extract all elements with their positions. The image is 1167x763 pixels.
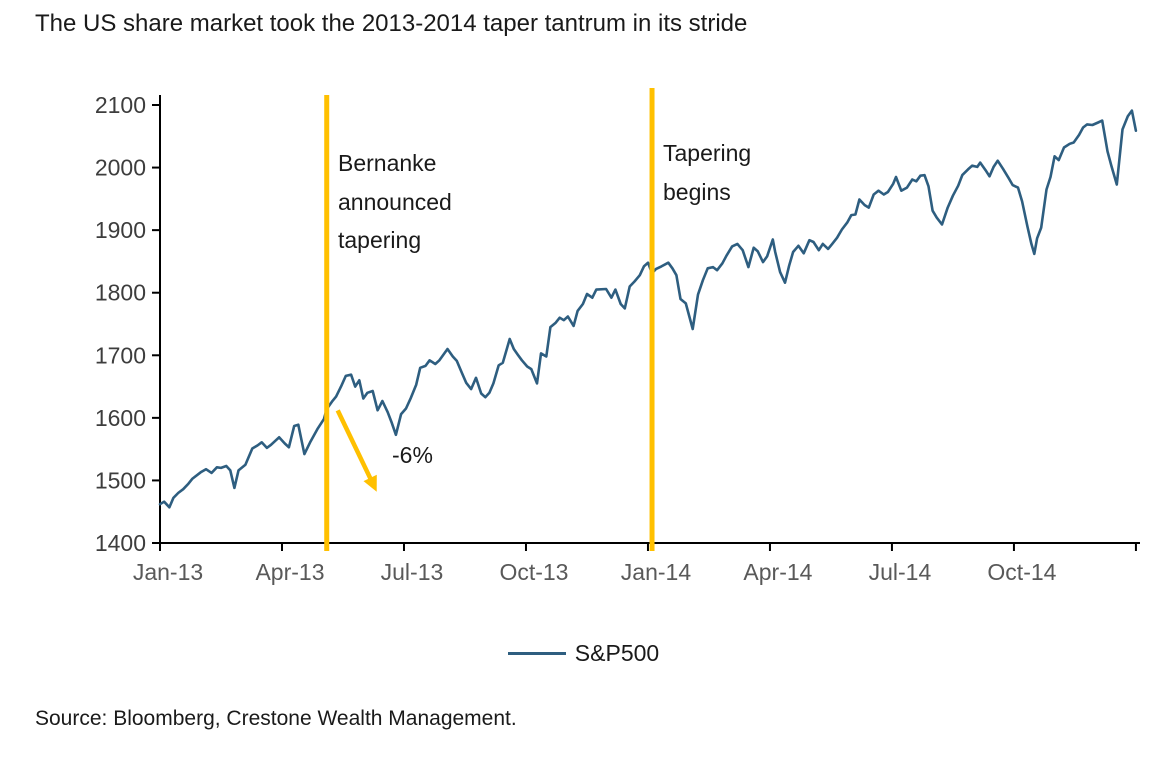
legend-label: S&P500 [574,640,660,666]
x-tick-label: Jan-14 [621,559,692,585]
y-tick-label: 1900 [95,217,146,243]
sp500-line-chart: 1400 1500 1600 1700 1800 1900 2000 2100 Jan-13 Ap… [95,88,1140,585]
x-tick-label: Oct-13 [499,559,568,585]
source-note: Source: Bloomberg, Crestone Wealth Manag… [35,707,517,730]
y-tick-label: 1400 [95,530,146,556]
annotation-tapering-begins: Tapering begins [663,140,752,205]
drop-arrow-head [363,474,377,492]
y-tick-label: 2100 [95,92,146,118]
legend: S&P500 [0,640,1167,667]
annotation-minus-6pct: -6% [392,442,433,468]
y-tick-label: 1700 [95,342,146,368]
x-tick-label: Apr-13 [255,559,324,585]
chart-title: The US share market took the 2013-2014 t… [35,10,748,37]
x-tick-label: Jul-13 [381,559,444,585]
drop-arrow-shaft [335,409,375,484]
x-tick-label: Jan-13 [133,559,203,585]
x-tick-label: Jul-14 [869,559,932,585]
annotation-bernanke: Bernanke announced tapering [338,150,452,254]
x-tick-label: Apr-14 [743,559,812,585]
y-tick-label: 1600 [95,405,146,431]
sp500-line [158,109,1138,509]
y-tick-label: 1800 [95,280,146,306]
x-tick-label: Oct-14 [987,559,1056,585]
y-tick-label: 2000 [95,155,146,181]
y-tick-label: 1500 [95,467,146,493]
legend-line-sample [507,652,566,655]
